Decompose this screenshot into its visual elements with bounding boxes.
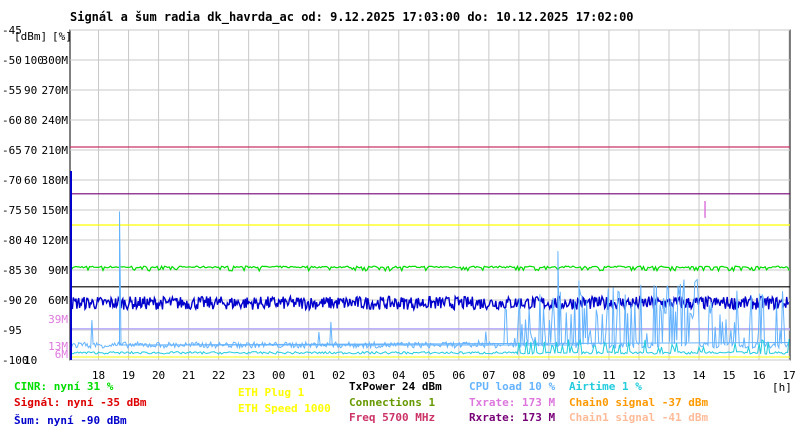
- x-tick: 06: [452, 369, 465, 382]
- legend-txpower: TxPower 24 dBm: [349, 380, 442, 393]
- legend-cpu: CPU load 10 %: [469, 380, 556, 393]
- legend-txrate: Txrate: 173 M: [469, 396, 556, 409]
- y-tick-rate: 300M: [42, 54, 69, 67]
- x-tick: 07: [482, 369, 495, 382]
- x-tick: 09: [542, 369, 555, 382]
- x-tick: 22: [212, 369, 225, 382]
- y-tick-pct: 90: [24, 84, 37, 97]
- y-tick-pct: 70: [24, 144, 37, 157]
- y-tick-dbm: -80: [2, 234, 22, 247]
- y-tick-rate: 180M: [42, 174, 69, 187]
- y-tick-dbm: -55: [2, 84, 22, 97]
- y-tick-rate: 270M: [42, 84, 69, 97]
- legend-eth-plug: ETH Plug 1: [238, 386, 305, 399]
- y-tick-pct: 20: [24, 294, 37, 307]
- x-tick: 18: [92, 369, 105, 382]
- series-airtime: [71, 338, 790, 356]
- legend-connections: Connections 1: [349, 396, 436, 409]
- y-tick-pct: 50: [24, 204, 37, 217]
- x-tick: 01: [302, 369, 315, 382]
- y-tick-rate: 60M: [48, 294, 68, 307]
- y-tick-pct: 100: [24, 54, 44, 67]
- x-tick: 19: [122, 369, 135, 382]
- y-tick-dbm: -95: [2, 324, 22, 337]
- x-tick: 04: [392, 369, 406, 382]
- x-tick: 14: [692, 369, 706, 382]
- x-tick: 10: [572, 369, 585, 382]
- series-cpu: [71, 211, 790, 350]
- unit-dbm: [dBm]: [14, 30, 47, 43]
- x-tick: 15: [722, 369, 735, 382]
- y-tick-rate: 120M: [42, 234, 69, 247]
- y-tick-pct: 80: [24, 114, 37, 127]
- legend-cinr: CINR: nyní 31 %: [14, 380, 114, 393]
- y-tick-dbm: -75: [2, 204, 22, 217]
- y-tick-rate: 240M: [42, 114, 69, 127]
- x-tick: 02: [332, 369, 345, 382]
- legend-airtime: Airtime 1 %: [569, 380, 642, 393]
- series-cinr: [71, 264, 790, 273]
- y-tick-dbm: -85: [2, 264, 22, 277]
- y-tick-pct: 30: [24, 264, 37, 277]
- legend-noise: Šum: nyní -90 dBm: [14, 414, 127, 427]
- x-tick: 11: [602, 369, 615, 382]
- x-tick: 08: [512, 369, 525, 382]
- x-tick: 05: [422, 369, 435, 382]
- x-tick: 17: [782, 369, 795, 382]
- chart-title: Signál a šum radia dk_havrda_ac od: 9.12…: [70, 10, 634, 24]
- legend-signal: Signál: nyní -35 dBm: [14, 396, 147, 409]
- y-tick-rate: 90M: [48, 264, 68, 277]
- unit-pct: [%]: [52, 30, 72, 43]
- y-tick-dbm: -45: [2, 24, 22, 37]
- legend-chain0: Chain0 signal -37 dBm: [569, 396, 709, 409]
- legend-chain1: Chain1 signal -41 dBm: [569, 411, 709, 424]
- y-tick-pct: 60: [24, 174, 37, 187]
- legend-eth-speed: ETH Speed 1000: [238, 402, 331, 415]
- y-tick-rate: 210M: [42, 144, 69, 157]
- legend-freq: Freq 5700 MHz: [349, 411, 436, 424]
- y-tick-dbm: -70: [2, 174, 22, 187]
- x-tick: 03: [362, 369, 375, 382]
- x-tick: 13: [662, 369, 675, 382]
- y-tick-rate-extra: 13M: [48, 340, 68, 353]
- x-tick: 20: [152, 369, 165, 382]
- y-tick-rate: 6M: [55, 348, 69, 361]
- x-tick: 23: [242, 369, 255, 382]
- x-tick: 21: [182, 369, 195, 382]
- y-tick-dbm: -50: [2, 54, 22, 67]
- y-tick-dbm: -60: [2, 114, 22, 127]
- legend-rxrate: Rxrate: 173 M: [469, 411, 556, 424]
- y-tick-pct: 40: [24, 234, 37, 247]
- y-tick-rate: 150M: [42, 204, 69, 217]
- y-tick-dbm: -90: [2, 294, 22, 307]
- y-tick-rate: 39M: [48, 313, 68, 326]
- y-tick-dbm: -65: [2, 144, 22, 157]
- unit-hours: [h]: [772, 381, 792, 394]
- y-tick-pct: 10: [24, 354, 37, 367]
- y-tick-dbm: -100: [2, 354, 29, 367]
- x-tick: 00: [272, 369, 285, 382]
- x-tick: 12: [632, 369, 645, 382]
- x-tick: 16: [752, 369, 765, 382]
